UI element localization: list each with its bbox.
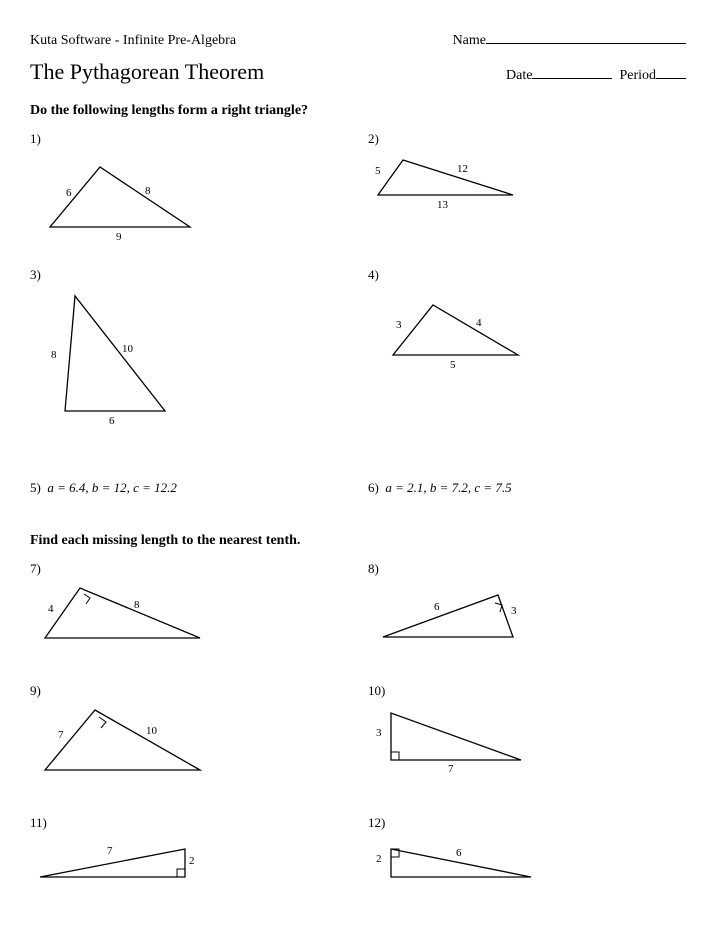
problem-number: 8): [368, 561, 686, 577]
problem-number: 3): [30, 267, 348, 283]
side-label-c: 12: [457, 163, 468, 175]
triangle-1: 6 8 9: [40, 157, 200, 237]
side-label-a: 3: [376, 727, 382, 739]
side-label-a: 2: [376, 853, 382, 865]
problem-number: 5): [30, 480, 41, 495]
triangle-8-svg: [378, 587, 538, 647]
problem-number: 9): [30, 683, 348, 699]
period-blank[interactable]: [656, 65, 686, 79]
triangle-7-svg: [40, 583, 210, 653]
side-label-b: 5: [450, 359, 456, 371]
side-label-c: 10: [146, 725, 157, 737]
side-label-b: 7: [448, 763, 454, 775]
triangle-4-svg: [378, 295, 538, 375]
problem-number: 6): [368, 480, 379, 495]
section-2-heading: Find each missing length to the nearest …: [30, 533, 686, 549]
side-label-a: 7: [58, 729, 64, 741]
problem-4: 4) 3 4 5: [368, 267, 686, 431]
side-label-b: 13: [437, 199, 448, 211]
software-name: Kuta Software - Infinite Pre-Algebra: [30, 33, 236, 49]
name-field: Name: [453, 30, 686, 49]
triangle-2-svg: [373, 155, 533, 215]
side-label-c: 6: [456, 847, 462, 859]
triangle-2: 5 12 13: [373, 155, 533, 215]
problem-12: 12) 2 6: [368, 815, 686, 887]
problem-number: 1): [30, 131, 348, 147]
problem-9: 9) 7 10: [30, 683, 348, 785]
problem-number: 10): [368, 683, 686, 699]
side-label-a: 8: [51, 349, 57, 361]
triangle-4: 3 4 5: [378, 295, 538, 375]
section-1-heading: Do the following lengths form a right tr…: [30, 103, 686, 119]
problem-number: 2): [368, 131, 686, 147]
problem-number: 4): [368, 267, 686, 283]
triangle-10: 3 7: [376, 705, 536, 775]
triangle-8: 6 3: [378, 587, 538, 647]
triangle-3: 8 10 6: [45, 291, 195, 431]
side-label-a: 2: [189, 855, 195, 867]
name-blank[interactable]: [486, 30, 686, 44]
side-label-a: 6: [66, 187, 72, 199]
problem-text: a = 6.4, b = 12, c = 12.2: [47, 480, 177, 495]
side-label-c: 4: [476, 317, 482, 329]
side-label-a: 4: [48, 603, 54, 615]
problem-3: 3) 8 10 6: [30, 267, 348, 431]
problem-8: 8) 6 3: [368, 561, 686, 653]
triangle-7: 4 8: [40, 583, 210, 653]
worksheet-title: The Pythagorean Theorem: [30, 59, 264, 85]
date-blank[interactable]: [532, 65, 612, 79]
period-label: Period: [619, 68, 656, 83]
side-label-c: 8: [134, 599, 140, 611]
problem-7: 7) 4 8: [30, 561, 348, 653]
name-label: Name: [453, 33, 486, 48]
triangle-3-svg: [45, 291, 195, 431]
triangle-1-svg: [40, 157, 200, 237]
triangle-12-svg: [376, 837, 546, 887]
triangle-12: 2 6: [376, 837, 546, 887]
problem-number: 7): [30, 561, 348, 577]
problem-number: 12): [368, 815, 686, 831]
side-label-a: 5: [375, 165, 381, 177]
header-row-1: Kuta Software - Infinite Pre-Algebra Nam…: [30, 30, 686, 49]
side-label-c: 8: [145, 185, 151, 197]
triangle-9-svg: [40, 705, 210, 785]
side-label-b: 9: [116, 231, 122, 243]
problem-number: 11): [30, 815, 348, 831]
problem-10: 10) 3 7: [368, 683, 686, 785]
date-period: Date Period: [506, 65, 686, 84]
problem-5: 5) a = 6.4, b = 12, c = 12.2: [30, 461, 348, 497]
problem-1: 1) 6 8 9: [30, 131, 348, 237]
side-label-a: 3: [396, 319, 402, 331]
side-label-c: 7: [107, 845, 113, 857]
side-label-c: 10: [122, 343, 133, 355]
triangle-10-svg: [376, 705, 536, 775]
side-label-a: 3: [511, 605, 517, 617]
side-label-b: 6: [109, 415, 115, 427]
problems-grid-2: 7) 4 8 8) 6 3 9): [30, 561, 686, 887]
date-label: Date: [506, 68, 532, 83]
triangle-11: 7 2: [35, 837, 205, 887]
side-label-c: 6: [434, 601, 440, 613]
problem-6: 6) a = 2.1, b = 7.2, c = 7.5: [368, 461, 686, 497]
triangle-11-svg: [35, 837, 205, 887]
problem-text: a = 2.1, b = 7.2, c = 7.5: [385, 480, 511, 495]
triangle-9: 7 10: [40, 705, 210, 785]
problems-grid-1: 1) 6 8 9 2) 5 12 13 3) 8 10: [30, 131, 686, 497]
problem-2: 2) 5 12 13: [368, 131, 686, 237]
header-row-2: The Pythagorean Theorem Date Period: [30, 59, 686, 85]
problem-11: 11) 7 2: [30, 815, 348, 887]
